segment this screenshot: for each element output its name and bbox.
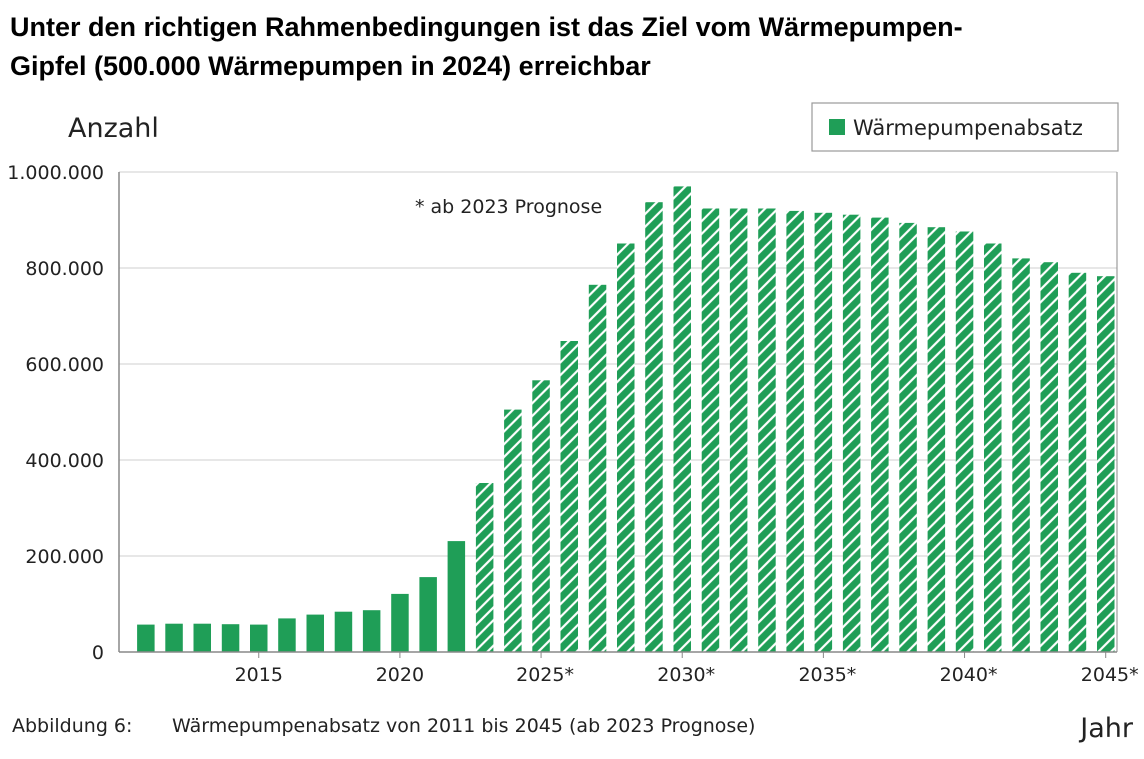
y-tick-label: 800.000	[25, 258, 104, 280]
bar-2026	[560, 341, 578, 652]
y-tick-labels: 0 200.000 400.000 600.000 800.000 1.000.000	[7, 162, 104, 664]
caption-text: Wärmepumpenabsatz von 2011 bis 2045 (ab …	[172, 715, 756, 737]
bar-2030	[673, 186, 691, 652]
bar-2031	[701, 208, 720, 652]
axes	[118, 172, 1118, 653]
bar-2044	[1068, 272, 1087, 652]
bar-2027	[588, 284, 607, 652]
bar-2017	[306, 614, 324, 652]
bar-2040	[955, 231, 974, 652]
y-tick-label: 200.000	[25, 546, 104, 568]
x-tick-label: 2035*	[798, 664, 856, 686]
y-tick-label: 1.000.000	[7, 162, 104, 184]
figure-caption: Abbildung 6: Wärmepumpenabsatz von 2011 b…	[12, 715, 755, 737]
bar-2036	[842, 214, 861, 652]
bar-2018	[334, 611, 353, 652]
legend-label: Wärmepumpenabsatz	[853, 116, 1083, 140]
bar-2029	[645, 202, 663, 652]
caption-number: Abbildung 6:	[12, 715, 133, 737]
headline-line-2: Gipfel (500.000 Wärmepumpen in 2024) err…	[10, 51, 651, 81]
bar-2016	[278, 618, 296, 652]
bar-2039	[927, 227, 946, 652]
bar-2043	[1040, 262, 1058, 652]
x-tick-label: 2030*	[657, 664, 715, 686]
bar-2024	[504, 409, 522, 652]
bar-2041	[984, 243, 1002, 652]
forecast-annotation: * ab 2023 Prognose	[415, 196, 602, 218]
bar-2020	[391, 593, 409, 652]
bar-2042	[1012, 258, 1030, 652]
bar-2034	[786, 210, 804, 652]
bar-2035	[814, 212, 833, 653]
headline-line-1: Unter den richtigen Rahmenbedingungen is…	[10, 12, 963, 42]
bar-2032	[729, 208, 748, 652]
bar-2025	[532, 380, 550, 652]
bar-2022	[447, 541, 466, 652]
y-tick-label: 0	[92, 642, 104, 664]
bar-2021	[419, 577, 437, 652]
bar-2015	[250, 624, 268, 652]
bar-2011	[137, 624, 155, 652]
bar-2023	[475, 483, 494, 652]
bar-2038	[899, 222, 917, 652]
y-axis-label: Anzahl	[68, 113, 159, 144]
legend-box	[811, 102, 1119, 152]
x-tick-label: 2020	[376, 664, 424, 686]
bar-2012	[165, 623, 183, 652]
y-tick-label: 400.000	[25, 450, 104, 472]
x-tick-labels: 2015 2020 2025* 2030* 2035* 2040* 2045*	[235, 652, 1139, 686]
bar-2033	[758, 208, 776, 652]
legend-swatch	[829, 119, 845, 135]
y-tick-label: 600.000	[25, 354, 104, 376]
bar-2028	[617, 243, 635, 652]
x-axis-label: Jahr	[1078, 713, 1134, 744]
x-tick-label: 2015	[235, 664, 283, 686]
x-tick-label: 2045*	[1081, 664, 1139, 686]
headline: Unter den richtigen Rahmenbedingungen is…	[10, 8, 1140, 86]
bar-2045	[1097, 276, 1115, 652]
bar-2019	[362, 610, 381, 652]
x-tick-label: 2040*	[940, 664, 998, 686]
bar-series	[137, 186, 1115, 653]
bar-2014	[221, 624, 240, 652]
bar-2037	[871, 217, 889, 652]
bar-2013	[193, 623, 211, 652]
x-tick-label: 2025*	[516, 664, 574, 686]
legend: Wärmepumpenabsatz	[811, 102, 1119, 152]
